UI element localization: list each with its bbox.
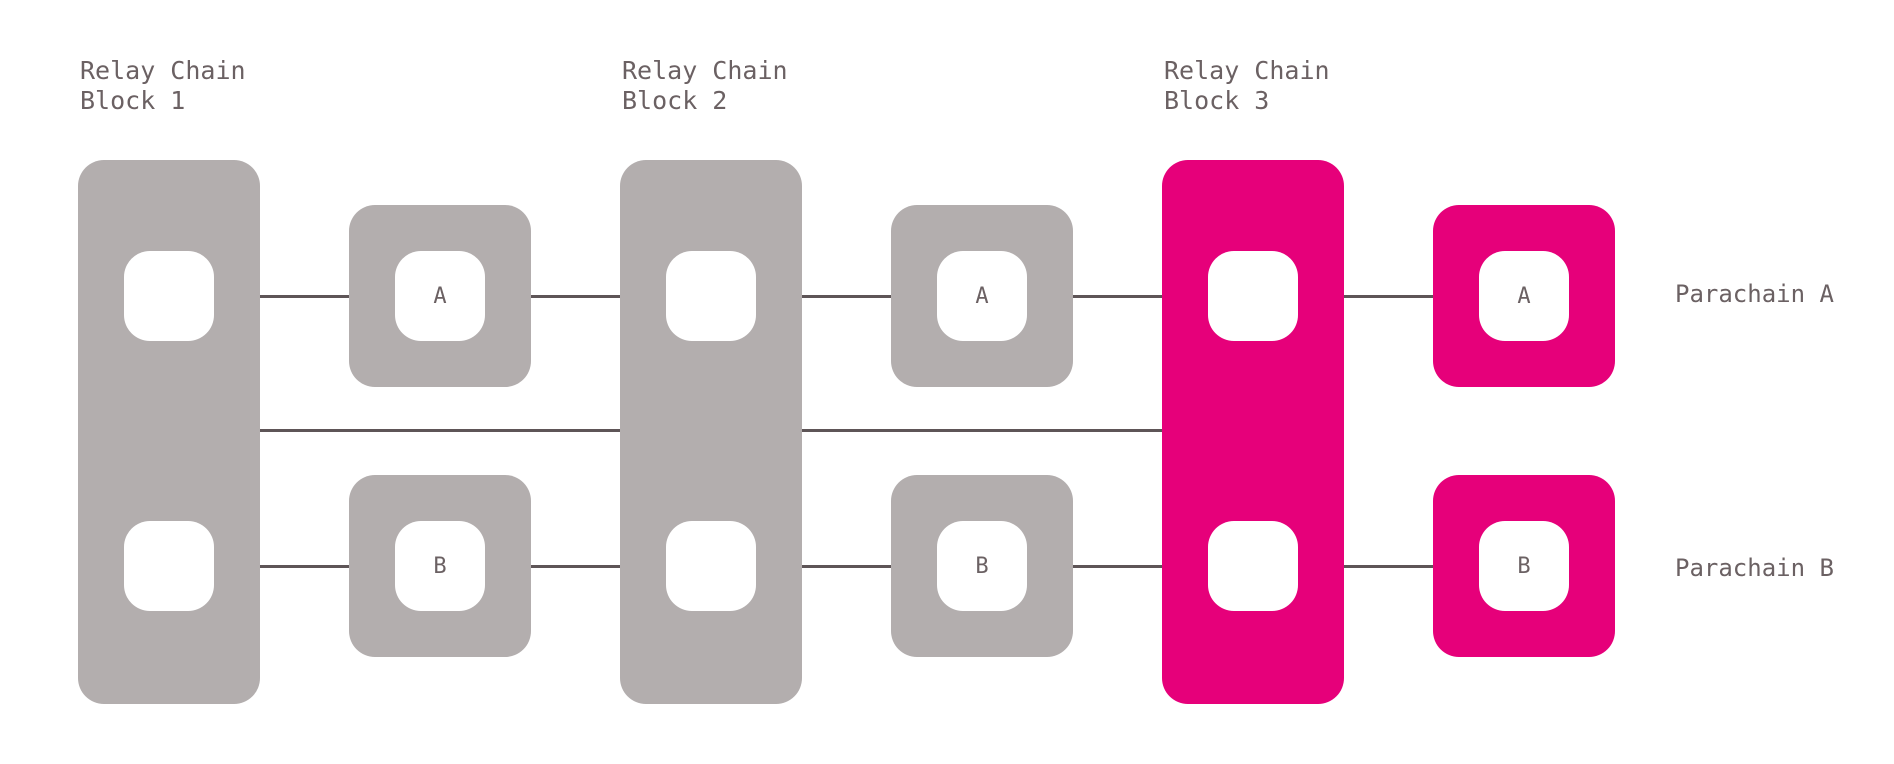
relay-block-2-title-line2: Block 2 <box>622 86 728 115</box>
relay-block-3-title-line1: Relay Chain <box>1164 56 1330 85</box>
relay-block-1-slot-b <box>124 521 214 611</box>
relay-block-3-slot-a <box>1208 251 1298 341</box>
relay-block-2-slot-b <box>666 521 756 611</box>
parachain-b-block-3: B <box>1433 475 1615 657</box>
parachain-b-block-1: B <box>349 475 531 657</box>
relay-block-2-slot-a <box>666 251 756 341</box>
relay-block-1-title-line2: Block 1 <box>80 86 186 115</box>
relay-block-3-title: Relay Chain Block 3 <box>1164 56 1330 116</box>
parachain-b-block-2-label: B <box>937 521 1027 611</box>
parachain-a-block-3-label: A <box>1479 251 1569 341</box>
parachain-a-block-3: A <box>1433 205 1615 387</box>
relay-block-1-slot-a <box>124 251 214 341</box>
parachain-a-block-1-label: A <box>395 251 485 341</box>
parachain-a-name: Parachain A <box>1675 280 1834 308</box>
relay-block-3 <box>1162 160 1344 704</box>
parachain-b-name: Parachain B <box>1675 554 1834 582</box>
relay-block-2 <box>620 160 802 704</box>
relay-block-3-slot-b <box>1208 521 1298 611</box>
relay-block-1-title: Relay Chain Block 1 <box>80 56 246 116</box>
parachain-a-block-1: A <box>349 205 531 387</box>
parachain-a-block-2: A <box>891 205 1073 387</box>
parachain-b-block-3-label: B <box>1479 521 1569 611</box>
connector-line <box>1343 295 1443 298</box>
connector-line <box>1343 565 1443 568</box>
parachain-b-block-2: B <box>891 475 1073 657</box>
relay-block-2-title-line1: Relay Chain <box>622 56 788 85</box>
relay-block-1 <box>78 160 260 704</box>
relay-block-2-title: Relay Chain Block 2 <box>622 56 788 116</box>
parachain-b-block-1-label: B <box>395 521 485 611</box>
relay-block-1-title-line1: Relay Chain <box>80 56 246 85</box>
relay-block-3-title-line2: Block 3 <box>1164 86 1270 115</box>
parachain-a-block-2-label: A <box>937 251 1027 341</box>
